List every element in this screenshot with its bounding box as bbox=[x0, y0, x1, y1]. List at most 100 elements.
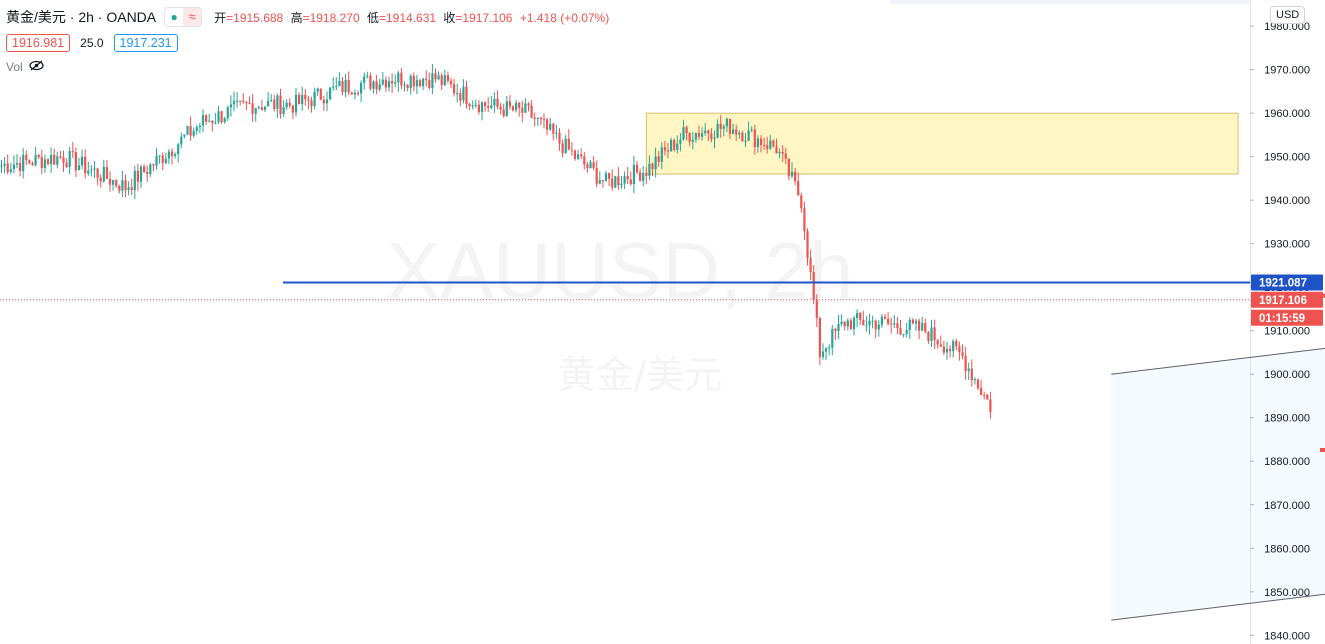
candle bbox=[849, 318, 852, 330]
y-tick-label: 1930.000 bbox=[1264, 239, 1310, 251]
candle bbox=[177, 142, 180, 163]
candle bbox=[468, 102, 471, 111]
candle bbox=[769, 134, 772, 150]
candle bbox=[617, 167, 620, 190]
symbol-title[interactable]: 黄金/美元 · 2h · OANDA bbox=[6, 9, 157, 25]
level-price-label-bg bbox=[1251, 274, 1323, 291]
candle bbox=[279, 88, 282, 119]
volume-label[interactable]: Vol bbox=[6, 60, 23, 74]
candle bbox=[108, 171, 112, 192]
candle bbox=[322, 95, 325, 111]
candle bbox=[874, 319, 877, 339]
candle bbox=[412, 72, 415, 92]
candle bbox=[223, 116, 226, 124]
candle bbox=[859, 311, 862, 325]
change-value: +1.418 (+0.07%) bbox=[519, 10, 610, 25]
candle bbox=[50, 147, 53, 173]
candle bbox=[40, 149, 43, 175]
candle bbox=[561, 139, 564, 158]
candle bbox=[192, 127, 195, 138]
candle bbox=[828, 344, 831, 356]
candle bbox=[914, 318, 918, 332]
edge-marker-2 bbox=[1320, 448, 1325, 452]
candle bbox=[87, 161, 90, 176]
candle bbox=[245, 101, 248, 111]
candle bbox=[34, 146, 37, 167]
candle bbox=[961, 344, 964, 360]
candle bbox=[143, 164, 146, 174]
legend-icon-group[interactable]: ● ≈ bbox=[164, 7, 203, 27]
candle bbox=[170, 148, 174, 165]
level-price-label: 1921.087 bbox=[1259, 277, 1307, 289]
candle bbox=[456, 83, 459, 103]
candle bbox=[521, 101, 524, 123]
candle bbox=[924, 318, 927, 334]
buy-price-button[interactable]: 1917.231 bbox=[113, 34, 178, 52]
y-tick-label: 1840.000 bbox=[1264, 630, 1310, 642]
candle bbox=[546, 117, 549, 136]
candle bbox=[691, 131, 694, 150]
sell-price-button[interactable]: 1916.981 bbox=[6, 34, 71, 52]
currency-button[interactable]: USD bbox=[1270, 6, 1306, 24]
candle bbox=[648, 155, 651, 180]
candle bbox=[270, 94, 273, 103]
y-tick-label: 1980.000 bbox=[1264, 21, 1310, 33]
candle bbox=[341, 76, 344, 96]
candle bbox=[787, 158, 790, 181]
candle bbox=[350, 91, 353, 95]
spread-value: 25.0 bbox=[80, 36, 104, 50]
candle bbox=[484, 101, 487, 112]
countdown-label: 01:15:59 bbox=[1259, 313, 1305, 325]
candle bbox=[391, 73, 394, 94]
candle bbox=[465, 80, 468, 109]
candle bbox=[657, 151, 660, 167]
candle bbox=[335, 77, 338, 91]
candle bbox=[797, 172, 800, 196]
candle bbox=[803, 201, 806, 241]
candle bbox=[989, 391, 992, 419]
delayed-data-icon[interactable]: ≈ bbox=[183, 8, 202, 26]
candle bbox=[325, 91, 329, 112]
candle bbox=[670, 137, 673, 152]
candle bbox=[930, 319, 933, 348]
candle bbox=[744, 132, 747, 148]
candle bbox=[68, 146, 71, 175]
candle bbox=[121, 170, 124, 198]
candle bbox=[967, 362, 970, 380]
candle bbox=[865, 316, 868, 332]
candle bbox=[298, 92, 301, 105]
candle bbox=[477, 100, 480, 115]
candle bbox=[15, 153, 19, 168]
candle bbox=[763, 137, 766, 150]
candle bbox=[387, 76, 391, 92]
candle bbox=[660, 142, 663, 170]
candle bbox=[329, 86, 332, 100]
candle bbox=[415, 74, 418, 95]
candle bbox=[251, 94, 254, 122]
candle bbox=[942, 340, 945, 356]
hidden-eye-icon[interactable] bbox=[29, 60, 44, 74]
candle bbox=[592, 156, 595, 171]
candle bbox=[31, 161, 34, 166]
candle bbox=[725, 117, 728, 133]
candle bbox=[400, 67, 403, 90]
candle bbox=[939, 335, 942, 348]
candle bbox=[338, 72, 341, 87]
countdown-label-bg bbox=[1251, 309, 1323, 326]
candle bbox=[880, 313, 883, 328]
candle bbox=[158, 155, 161, 164]
candle bbox=[105, 160, 108, 180]
candle bbox=[552, 122, 555, 141]
candle bbox=[418, 78, 422, 88]
candle bbox=[843, 320, 846, 331]
candle bbox=[397, 71, 400, 92]
candle bbox=[704, 123, 707, 136]
candle bbox=[189, 116, 192, 141]
candle bbox=[945, 341, 949, 360]
candle bbox=[586, 161, 589, 173]
candle bbox=[759, 135, 763, 153]
candle bbox=[127, 181, 130, 196]
candle bbox=[459, 88, 462, 107]
candle bbox=[208, 113, 211, 123]
